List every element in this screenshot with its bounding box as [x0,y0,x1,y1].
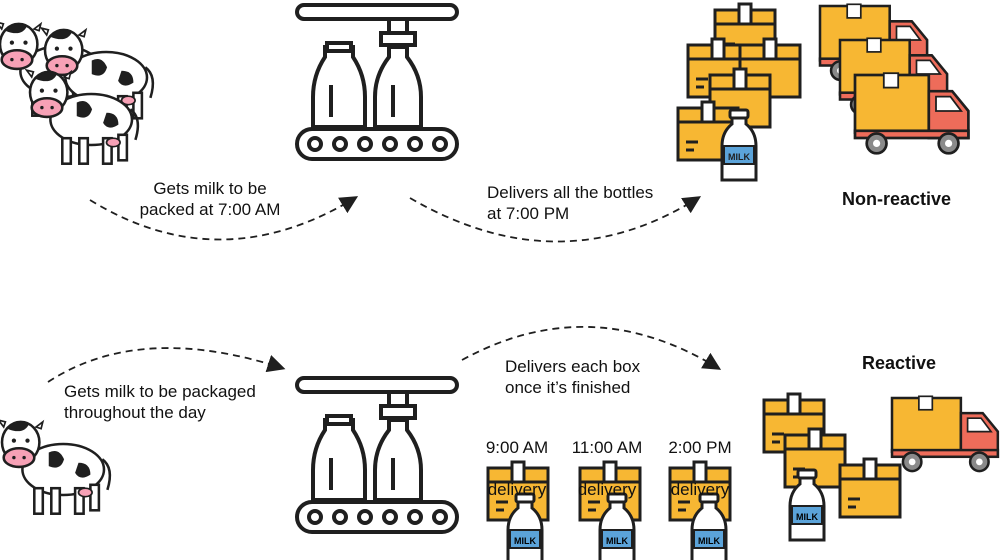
bottom-arrow-2-label: Delivers each box once it’s finished [505,357,641,397]
delivery-box-1-icon: MILK [486,460,550,560]
reactive-milk-bottle-icon: MILK [788,468,826,542]
cow-herd-icon [0,20,155,165]
bottom-arrow-2 [461,325,722,370]
non-reactive-title: Non-reactive [842,189,952,209]
delivery-box-3-icon: MILK [668,460,732,560]
truck-fleet-icon [818,3,970,155]
svg-text:MILK: MILK [796,512,818,522]
svg-text:MILK: MILK [606,536,628,546]
milk-bottle-icon: MILK [720,108,758,182]
reactive-box-stack-icon [762,392,902,519]
delivery-2-word: delivery [577,480,637,499]
delivery-1-label: 9:00 AM delivery [467,416,567,521]
delivery-2-time: 11:00 AM [571,438,643,457]
cow-icon [0,418,112,515]
bottling-machine-icon-2 [295,376,459,534]
delivery-1-word: delivery [487,480,547,499]
svg-text:MILK: MILK [698,536,720,546]
bottom-arrow-1-label: Gets milk to be packaged throughout the … [64,382,256,422]
top-arrow-1 [89,196,359,241]
delivery-2-label: 11:00 AM delivery [555,416,659,521]
delivery-3-label: 2:00 PM delivery [650,416,750,521]
reactive-truck-icon [890,395,1000,473]
bottling-machine-icon [295,3,459,161]
delivery-3-time: 2:00 PM [668,438,732,457]
reactive-title: Reactive [862,353,937,373]
delivery-3-word: delivery [670,480,730,499]
delivery-1-time: 9:00 AM [485,438,549,457]
milk-label: MILK [728,152,750,162]
delivery-box-2-icon: MILK [578,460,642,560]
top-arrow-2-label: Delivers all the bottles at 7:00 PM [487,183,654,223]
top-arrow-1-label: Gets milk to be packed at 7:00 AM [139,179,281,219]
svg-text:MILK: MILK [514,536,536,546]
bottom-arrow-1 [47,347,286,383]
